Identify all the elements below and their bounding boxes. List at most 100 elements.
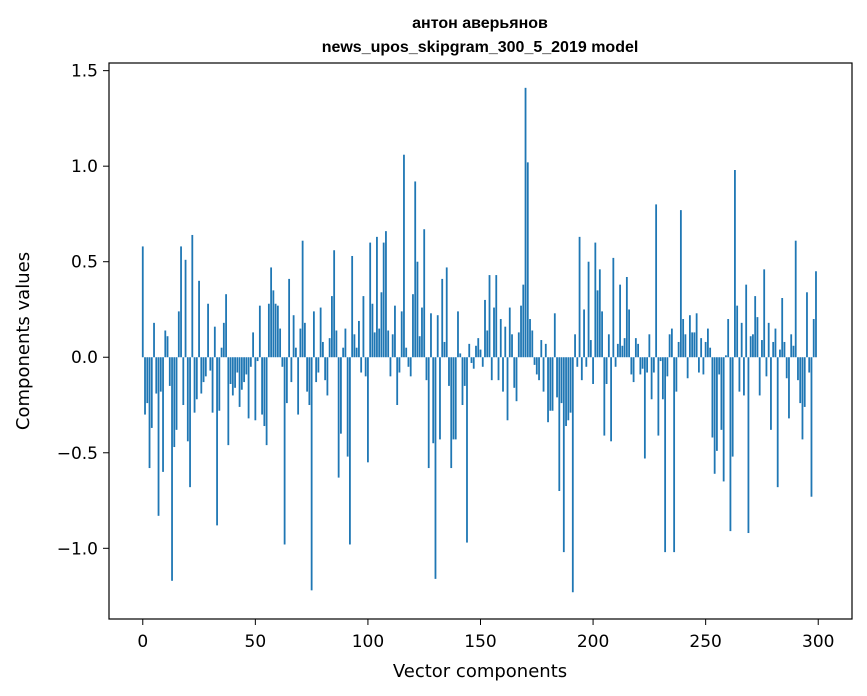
bar [254, 357, 257, 421]
bar [643, 357, 646, 459]
bar [788, 357, 790, 419]
bar [646, 357, 649, 373]
bar [702, 357, 705, 375]
bar [668, 334, 671, 358]
bar [486, 330, 489, 358]
bar [168, 357, 171, 386]
bar [209, 357, 212, 371]
bar [538, 357, 540, 381]
axis-ticks: 0 50 100 150 200 250 300 −1.0 −0.5 0.0 0.5 1.0 1.5 [57, 62, 835, 652]
bar [524, 87, 527, 358]
bar [718, 357, 721, 375]
bar [360, 357, 363, 373]
x-tick-label: 0 [137, 632, 148, 652]
bar [544, 343, 547, 358]
bar [414, 181, 417, 358]
bar [175, 357, 178, 430]
bar [321, 341, 324, 358]
bar [200, 357, 203, 394]
bar [616, 343, 619, 358]
bar [531, 330, 534, 358]
bar [328, 338, 331, 358]
bar [695, 313, 698, 358]
bar [362, 296, 365, 358]
bar [340, 357, 342, 434]
bar [434, 357, 437, 579]
bar [698, 357, 700, 373]
bar [761, 340, 763, 358]
bar [150, 357, 153, 428]
bar [385, 231, 387, 358]
bar [659, 357, 662, 362]
bar [560, 357, 563, 404]
bar [709, 347, 712, 358]
bar [571, 357, 574, 593]
bar [815, 271, 817, 358]
bar [628, 309, 630, 358]
bar [686, 357, 689, 379]
bar [745, 284, 748, 358]
bar [243, 357, 245, 383]
bar [461, 357, 464, 406]
bar [220, 347, 223, 358]
chart-title-line-1: антон аверьянов [412, 15, 548, 32]
x-tick-label: 50 [245, 632, 267, 652]
bar [504, 326, 507, 358]
bar [506, 357, 509, 421]
bar [657, 357, 660, 436]
bar [466, 357, 468, 543]
bar [650, 357, 653, 400]
bar [331, 296, 333, 358]
bar [225, 294, 227, 358]
bar [238, 357, 241, 407]
bar [549, 357, 552, 411]
bar [423, 229, 426, 358]
bar [157, 357, 160, 516]
bar [783, 341, 786, 358]
bar [198, 280, 200, 358]
bar [553, 313, 556, 358]
bar [589, 340, 592, 358]
bar [459, 353, 462, 358]
bar [688, 315, 691, 358]
bar [236, 357, 239, 373]
bar [342, 347, 345, 358]
bar [781, 298, 784, 358]
bar [682, 319, 685, 358]
bar [398, 357, 401, 373]
bar [747, 357, 750, 534]
bar [729, 357, 732, 532]
bar [722, 357, 725, 482]
bar [700, 338, 703, 358]
bar [371, 303, 374, 358]
bar [641, 357, 644, 369]
bar [299, 328, 302, 358]
bar [247, 357, 250, 419]
bar [756, 317, 759, 358]
bar [547, 357, 549, 423]
bar [693, 332, 696, 358]
bar [675, 357, 678, 392]
bar [421, 307, 423, 358]
bar [249, 357, 252, 367]
bar [463, 357, 466, 386]
bar [684, 334, 687, 358]
bar [765, 357, 768, 377]
bar [720, 357, 723, 430]
bar [803, 357, 806, 407]
y-tick-label: 0.5 [71, 253, 98, 273]
bar [439, 357, 441, 440]
x-tick-label: 100 [352, 632, 384, 652]
bar [583, 309, 585, 358]
bar [396, 357, 399, 406]
x-axis-label: Vector components [393, 661, 567, 682]
bar [799, 357, 802, 404]
bar [349, 357, 351, 545]
bar [301, 240, 304, 358]
bar [418, 336, 421, 358]
bar [337, 357, 340, 478]
bar [310, 357, 313, 591]
bar [400, 311, 403, 358]
bar [373, 332, 376, 358]
bar [353, 334, 356, 358]
